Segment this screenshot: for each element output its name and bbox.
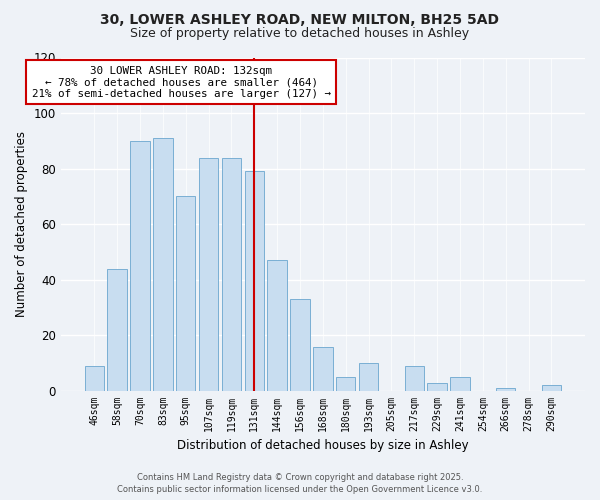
Text: Size of property relative to detached houses in Ashley: Size of property relative to detached ho… — [130, 28, 470, 40]
Bar — [107, 269, 127, 391]
Text: 30 LOWER ASHLEY ROAD: 132sqm
← 78% of detached houses are smaller (464)
21% of s: 30 LOWER ASHLEY ROAD: 132sqm ← 78% of de… — [32, 66, 331, 99]
Bar — [542, 386, 561, 391]
Bar — [496, 388, 515, 391]
Bar — [451, 377, 470, 391]
Bar — [359, 364, 379, 391]
Bar — [130, 141, 150, 391]
Y-axis label: Number of detached properties: Number of detached properties — [15, 132, 28, 318]
X-axis label: Distribution of detached houses by size in Ashley: Distribution of detached houses by size … — [177, 440, 469, 452]
Bar — [427, 382, 447, 391]
Bar — [176, 196, 196, 391]
Bar — [199, 158, 218, 391]
Text: 30, LOWER ASHLEY ROAD, NEW MILTON, BH25 5AD: 30, LOWER ASHLEY ROAD, NEW MILTON, BH25 … — [101, 12, 499, 26]
Bar — [313, 346, 332, 391]
Bar — [268, 260, 287, 391]
Text: Contains HM Land Registry data © Crown copyright and database right 2025.
Contai: Contains HM Land Registry data © Crown c… — [118, 472, 482, 494]
Bar — [290, 300, 310, 391]
Bar — [85, 366, 104, 391]
Bar — [222, 158, 241, 391]
Bar — [404, 366, 424, 391]
Bar — [245, 172, 264, 391]
Bar — [336, 377, 355, 391]
Bar — [153, 138, 173, 391]
